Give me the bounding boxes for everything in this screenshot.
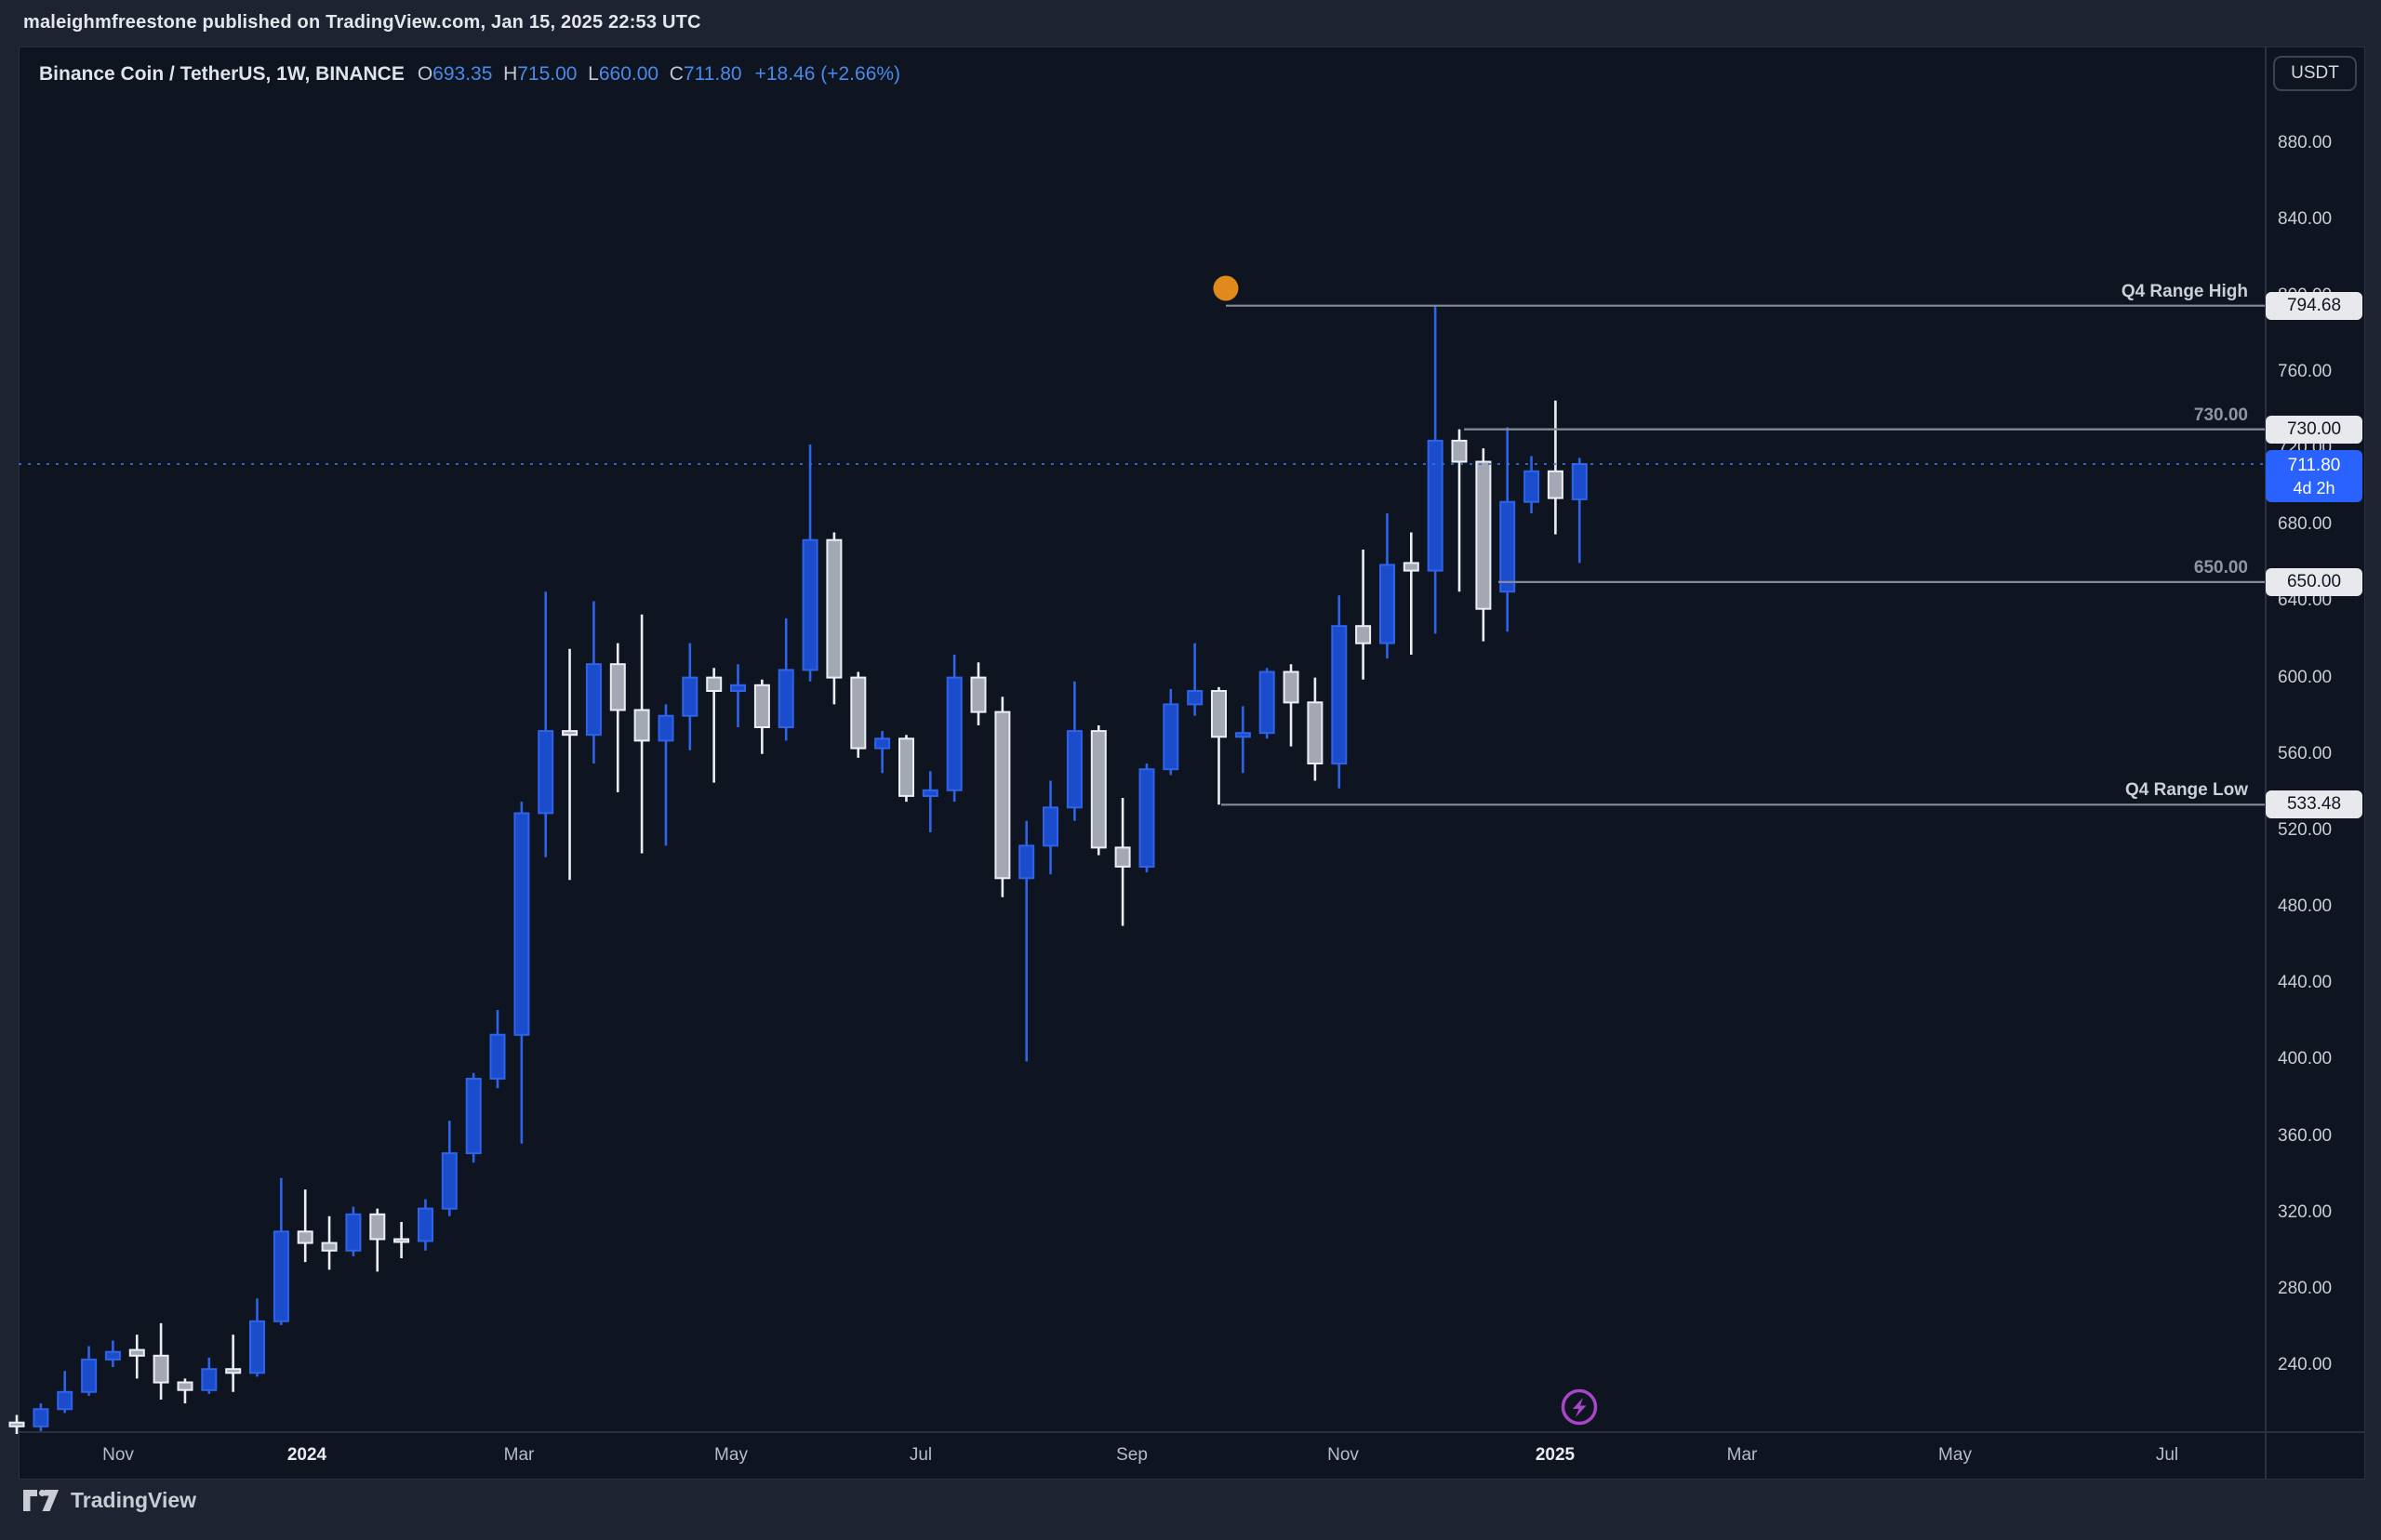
price-tick: 400.00 [2278,1049,2333,1069]
publish-info-text: maleighmfreestone published on TradingVi… [23,12,701,33]
time-axis-label: Nov [102,1445,134,1465]
ray-label: 650.00 [2193,557,2248,578]
price-tick: 760.00 [2278,361,2333,381]
time-axis-label: May [714,1445,748,1465]
tradingview-logo[interactable]: TradingView [22,1488,196,1513]
tradingview-logo-icon [23,1489,59,1511]
price-scale-border [2265,46,2267,1480]
price-tick: 680.00 [2278,514,2333,535]
ray-label: 730.00 [2193,405,2248,425]
time-axis-label: Mar [503,1445,535,1465]
price-level-label: 650.00 [2266,567,2362,596]
chart-legend: Binance Coin / TetherUS, 1W, BINANCE O69… [39,61,900,87]
time-axis-label: Nov [1327,1445,1359,1465]
time-axis-label: Sep [1116,1445,1148,1465]
price-tick: 280.00 [2278,1278,2333,1298]
time-axis-label: May [1938,1445,1972,1465]
symbol-title: Binance Coin / TetherUS, 1W, BINANCE [39,63,405,85]
price-level-label: 794.68 [2266,291,2362,320]
chart-plot-area[interactable] [19,46,2265,1431]
price-tick: 880.00 [2278,132,2333,153]
time-axis-label: 2025 [1535,1445,1576,1465]
time-axis-label: Jul [2155,1445,2179,1465]
ray-label: Q4 Range High [2121,281,2248,301]
price-tick: 840.00 [2278,208,2333,229]
publish-info-bar: maleighmfreestone published on TradingVi… [0,0,2381,46]
price-tick: 480.00 [2278,896,2333,917]
current-price-label: 711.80 4d 2h [2266,449,2362,502]
price-level-label: 533.48 [2266,790,2362,819]
ray-label: Q4 Range Low [2125,780,2248,801]
price-tick: 440.00 [2278,973,2333,993]
price-level-label: 730.00 [2266,415,2362,444]
price-tick: 520.00 [2278,819,2333,840]
price-tick: 360.00 [2278,1125,2333,1146]
price-tick: 320.00 [2278,1201,2333,1222]
chart-frame [19,46,2365,1480]
time-axis-label: Mar [1726,1445,1758,1465]
currency-toggle-button[interactable]: USDT [2273,56,2357,91]
time-axis-border [19,1431,2365,1433]
ohlc-values: O693.35 H715.00 L660.00 C711.80 [417,63,742,85]
price-tick: 600.00 [2278,667,2333,687]
time-axis-label: 2024 [286,1445,327,1465]
tradingview-brand-text: TradingView [71,1488,197,1512]
price-tick: 240.00 [2278,1355,2333,1375]
change-value: +18.46 (+2.66%) [754,63,901,85]
price-tick: 560.00 [2278,743,2333,763]
time-axis-label: Jul [909,1445,933,1465]
footer-bar: TradingView [0,1480,2381,1540]
